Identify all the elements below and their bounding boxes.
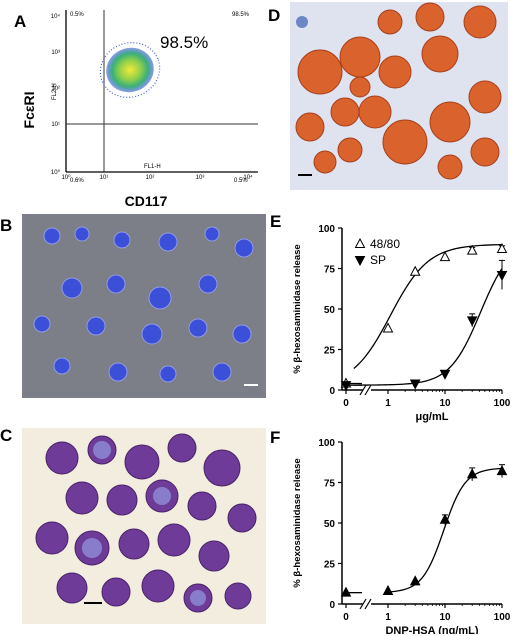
y-tick-label: 50 xyxy=(324,519,336,530)
panel-label-a: A xyxy=(14,12,27,31)
svg-text:10⁴: 10⁴ xyxy=(243,174,253,181)
data-point xyxy=(496,242,508,254)
corner-bl: 0.6% xyxy=(70,178,84,184)
panel-label-f: F xyxy=(270,428,281,447)
svg-text:10³: 10³ xyxy=(196,175,205,181)
fit-curve xyxy=(387,467,503,593)
y-tick-label: 75 xyxy=(324,265,336,276)
y-tick-label: 0 xyxy=(329,386,335,397)
x-tick-label: 1 xyxy=(385,398,391,409)
x-axis-label: μg/mL xyxy=(415,411,448,423)
data-point xyxy=(496,465,508,476)
data-point xyxy=(466,316,478,327)
panel-label-b: B xyxy=(0,216,13,235)
svg-text:10⁰: 10⁰ xyxy=(51,169,61,176)
panel-label-e: E xyxy=(270,212,282,231)
data-point xyxy=(409,379,421,390)
legend-label: SP xyxy=(370,253,386,267)
y-axis-label: % β-hexosaminidase release xyxy=(292,244,303,373)
y-axis-label: FcεRI xyxy=(21,92,37,129)
axis-break xyxy=(364,598,372,610)
y-axis-label: % β-hexosaminidase release xyxy=(292,458,303,587)
axis-break xyxy=(359,384,367,396)
svg-text:10⁴: 10⁴ xyxy=(51,13,61,20)
svg-text:10²: 10² xyxy=(51,86,60,92)
axis-break xyxy=(364,384,372,396)
chart-e: 0 25 50 75 100 0 1 10 100 % β-hexosaminidase rele… xyxy=(292,224,511,423)
y-tick-label: 0 xyxy=(329,600,335,611)
svg-text:10⁰: 10⁰ xyxy=(61,174,71,181)
scale-bar xyxy=(244,384,258,386)
legend-marker xyxy=(354,256,366,267)
scale-bar xyxy=(84,602,102,604)
panel-label-d: D xyxy=(268,6,281,25)
x-tick-label: 0 xyxy=(343,398,349,409)
axis-break xyxy=(359,598,367,610)
svg-text:10³: 10³ xyxy=(51,50,60,56)
x-axis-label: DNP-HSA (ng/mL) xyxy=(385,625,478,634)
x-tick-label: 100 xyxy=(494,612,511,623)
fit-curve xyxy=(353,243,503,370)
cell-population-cluster xyxy=(106,47,154,93)
x-axis-label: CD117 xyxy=(125,193,168,209)
legend-label: 48/80 xyxy=(370,237,400,251)
svg-text:10²: 10² xyxy=(146,175,155,181)
percent-label: 98.5% xyxy=(160,33,208,52)
y-tick-label: 25 xyxy=(324,560,336,571)
data-point xyxy=(340,586,352,597)
y-tick-label: 100 xyxy=(318,438,335,449)
data-point xyxy=(466,244,478,255)
fl2-label: FL2-H xyxy=(52,83,58,100)
legend-marker xyxy=(354,237,366,248)
x-tick-label: 10 xyxy=(439,398,451,409)
data-point xyxy=(340,381,352,392)
y-tick-label: 75 xyxy=(324,479,336,490)
x-tick-label: 10 xyxy=(439,612,451,623)
data-point xyxy=(439,513,451,524)
svg-text:10¹: 10¹ xyxy=(51,122,60,128)
y-tick-label: 100 xyxy=(318,224,335,235)
stained-cells-micrograph-c xyxy=(22,428,266,624)
data-point xyxy=(439,251,451,262)
data-point xyxy=(439,369,451,380)
data-point xyxy=(409,575,421,586)
flow-cytometry-plot: 98.5% 0.5% 98.5% 0.6% 0.5% 10⁰ 10¹ 10² 1… xyxy=(21,10,258,209)
svg-text:10¹: 10¹ xyxy=(100,175,109,181)
y-tick-label: 25 xyxy=(324,346,336,357)
x-tick-label: 100 xyxy=(494,398,511,409)
fit-curve xyxy=(353,268,503,386)
x-tick-label: 0 xyxy=(343,612,349,623)
panel-label-c: C xyxy=(0,426,13,445)
fl1-label: FL1-H xyxy=(144,164,161,170)
chart-f: 0 25 50 75 100 0 1 10 100 % β-hexosaminidase rele… xyxy=(292,438,511,634)
data-point xyxy=(466,468,478,479)
scale-bar xyxy=(298,174,312,176)
data-point xyxy=(409,265,421,276)
corner-tr: 98.5% xyxy=(232,12,250,18)
corner-tl: 0.5% xyxy=(70,12,84,18)
stained-cells-micrograph-d xyxy=(290,2,508,190)
y-tick-label: 50 xyxy=(324,305,336,316)
x-tick-label: 1 xyxy=(385,612,391,623)
data-point xyxy=(382,322,394,333)
fluorescence-micrograph-b xyxy=(22,214,266,398)
corner-br: 0.5% xyxy=(234,178,248,184)
data-point xyxy=(496,270,508,282)
data-point xyxy=(382,584,394,596)
